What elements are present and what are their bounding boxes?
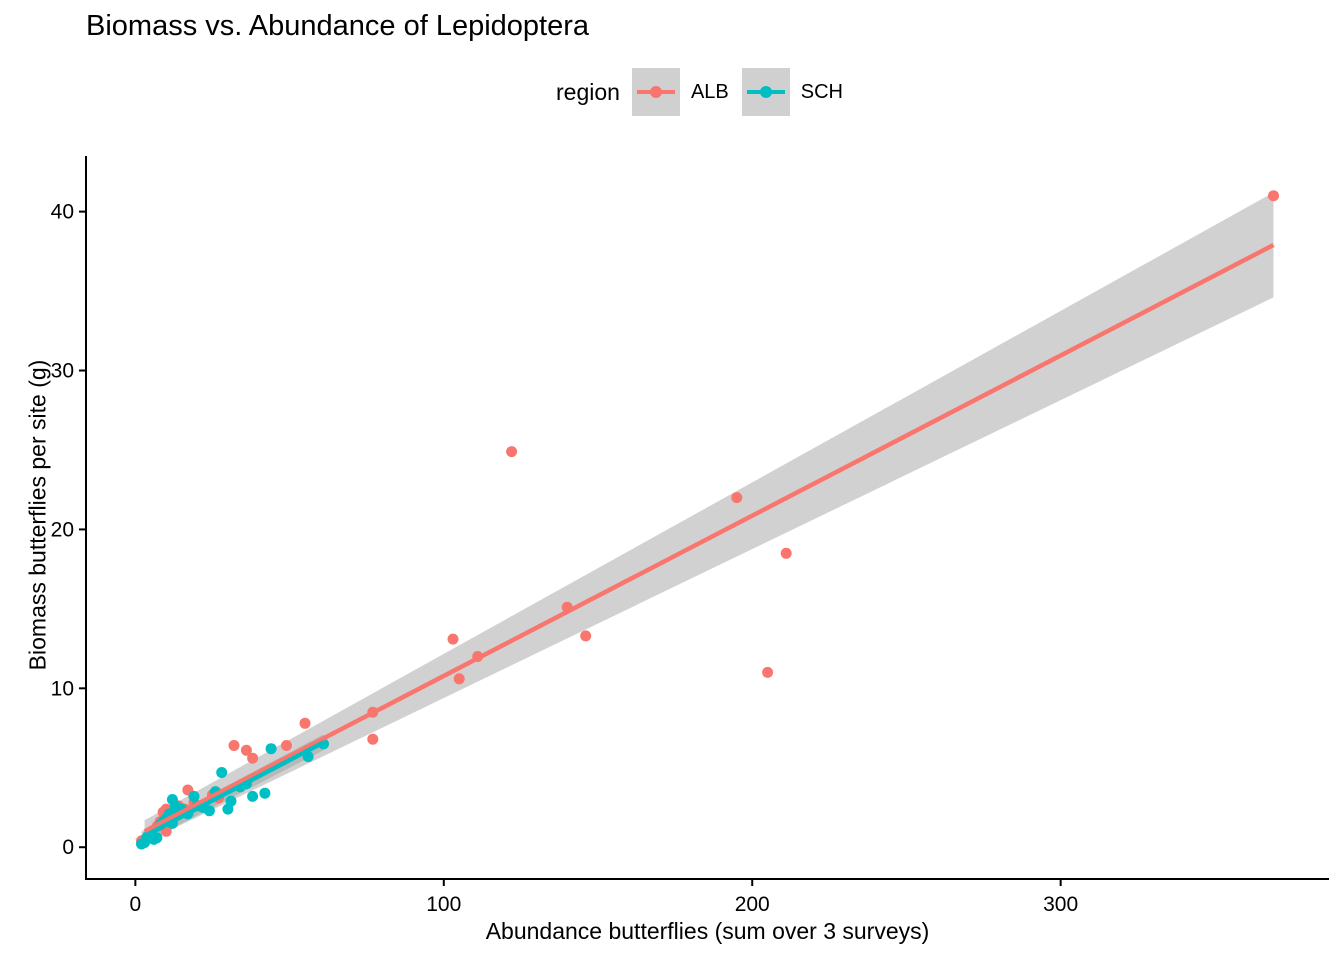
chart-title: Biomass vs. Abundance of Lepidoptera xyxy=(86,10,589,42)
data-point-alb xyxy=(240,744,252,756)
legend-title: region xyxy=(556,78,620,105)
data-point-sch xyxy=(203,805,215,817)
y-axis-title: Biomass butterflies per site (g) xyxy=(24,359,51,671)
y-tick-label: 20 xyxy=(51,518,74,541)
data-point-sch xyxy=(216,767,228,778)
data-point-alb xyxy=(762,666,774,678)
legend: region ALB SCH xyxy=(556,68,856,116)
data-point-alb xyxy=(247,752,259,764)
data-point-sch xyxy=(259,787,271,799)
x-tick-label: 100 xyxy=(426,893,461,916)
data-point-sch xyxy=(188,790,200,802)
data-point-alb xyxy=(731,492,743,504)
data-point-sch xyxy=(225,795,237,807)
legend-dot-alb xyxy=(649,86,662,98)
legend-dot-sch xyxy=(759,86,772,98)
x-tick-label: 300 xyxy=(1043,893,1078,916)
data-point-alb xyxy=(228,740,240,751)
legend-label-sch: SCH xyxy=(800,80,843,103)
data-point-alb xyxy=(453,673,465,685)
data-point-alb xyxy=(281,740,292,751)
data-point-alb xyxy=(367,733,379,745)
data-point-sch xyxy=(265,743,277,755)
data-point-alb xyxy=(580,630,592,642)
legend-key-alb xyxy=(631,68,680,116)
x-axis-title: Abundance butterflies (sum over 3 survey… xyxy=(485,918,930,944)
x-tick-label: 0 xyxy=(130,893,142,916)
data-point-sch xyxy=(151,832,163,844)
data-point-sch xyxy=(247,790,259,802)
fit-line-alb xyxy=(143,242,1275,834)
legend-label-alb: ALB xyxy=(690,80,729,103)
data-point-alb xyxy=(299,717,311,729)
data-point-alb xyxy=(1268,190,1279,202)
legend-key-sch xyxy=(741,68,790,116)
ci-ribbon-alb xyxy=(144,192,1274,843)
x-tick-label: 200 xyxy=(735,893,770,916)
y-tick-label: 30 xyxy=(51,360,74,383)
data-point-alb xyxy=(447,633,459,645)
data-point-alb xyxy=(780,547,792,559)
fit-line-sch xyxy=(140,740,325,840)
y-tick-label: 0 xyxy=(62,836,74,859)
y-tick-label: 10 xyxy=(51,677,74,700)
data-point-alb xyxy=(506,446,518,458)
y-tick-label: 40 xyxy=(51,201,74,224)
